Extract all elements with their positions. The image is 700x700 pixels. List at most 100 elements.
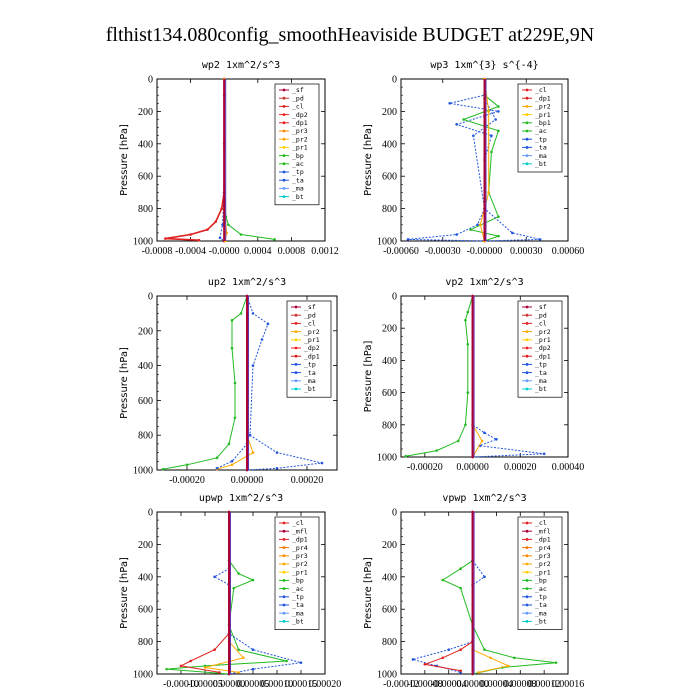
panel-title: vpwp 1xm^2/s^3 [442, 493, 526, 504]
data-point [497, 110, 500, 113]
x-tick-label: -0.00010 [163, 679, 199, 690]
legend-marker [525, 554, 529, 558]
legend-entry: _bp1 [535, 119, 551, 127]
legend-marker [282, 187, 286, 190]
legend-marker [525, 154, 529, 158]
legend-entry: _pr2 [535, 560, 551, 568]
legend-marker [282, 195, 286, 199]
series-line-dp1 [405, 295, 474, 457]
legend-marker [282, 154, 286, 158]
legend: _cl_dp1_pr2_pr1_bp1_ac_tp_ta_ma_bt [517, 83, 563, 173]
x-tick-label: -0.0008 [142, 246, 173, 257]
legend-entry: _tp [535, 135, 547, 143]
y-axis-label: Pressure [hPa] [119, 124, 130, 196]
y-tick-label: 600 [138, 172, 153, 183]
data-point [495, 437, 498, 441]
legend-entry: _bp [292, 577, 304, 585]
x-tick-label: -0.00000 [467, 246, 503, 257]
data-point [239, 233, 243, 236]
y-tick-label: 200 [138, 326, 153, 337]
x-tick-label: 0.00020 [504, 462, 537, 473]
legend-marker [282, 162, 286, 166]
data-point [164, 237, 167, 240]
data-point [214, 220, 218, 223]
data-point [251, 578, 255, 582]
data-point [483, 648, 486, 651]
legend-entry: _bt [292, 618, 304, 626]
legend-marker [282, 521, 286, 525]
y-tick-label: 800 [138, 431, 153, 442]
legend-marker [525, 587, 529, 590]
y-tick-label: 1000 [377, 453, 397, 464]
x-tick-label: 0.00030 [510, 246, 543, 257]
x-tick-label: -0.0004 [175, 246, 206, 257]
legend-entry: _pd [292, 94, 304, 102]
legend-marker [282, 579, 286, 582]
legend-entry: _tp [292, 593, 304, 601]
x-tick-label: 0.0004 [244, 246, 272, 257]
data-point [462, 118, 465, 121]
data-point [554, 661, 558, 664]
legend-entry: _pr1 [292, 144, 308, 152]
legend-entry: _ta [535, 601, 547, 609]
legend-marker [525, 620, 529, 623]
y-tick-label: 200 [138, 107, 153, 118]
legend-entry: _tp [292, 168, 304, 176]
x-tick-label: 0.00000 [213, 679, 246, 690]
data-point [494, 118, 497, 121]
legend-entry: _dp2 [304, 344, 320, 352]
x-tick-label: -0.00060 [383, 246, 419, 257]
panel-title: upwp 1xm^2/s^3 [199, 493, 283, 504]
legend-marker [525, 579, 529, 582]
data-point [165, 667, 168, 671]
legend-marker [525, 313, 529, 317]
data-point [230, 463, 234, 467]
data-point [237, 572, 240, 575]
legend-entry: _ta [292, 176, 304, 184]
y-tick-label: 200 [382, 324, 397, 335]
legend-entry: _cl [304, 320, 316, 328]
data-point [220, 207, 223, 210]
legend-entry: _bt [535, 160, 547, 168]
legend-entry: _pr2 [535, 103, 551, 111]
legend-marker [525, 562, 529, 566]
y-axis-label: Pressure [hPa] [363, 557, 374, 629]
legend-marker [525, 354, 529, 358]
y-tick-label: 1000 [133, 670, 153, 681]
y-tick-label: 0 [392, 508, 397, 519]
data-point [489, 656, 492, 660]
y-tick-label: 0 [392, 75, 397, 86]
legend-marker [282, 113, 286, 116]
data-point [233, 381, 237, 385]
legend-marker [525, 88, 529, 92]
series-line-dp1 [422, 512, 474, 672]
legend-marker [525, 529, 529, 533]
legend-entry: _dp1 [292, 536, 308, 544]
data-point [455, 233, 458, 236]
panel-title: wp2 1xm^2/s^3 [202, 60, 280, 71]
x-tick-label: 0.00016 [552, 679, 585, 690]
y-tick-label: 600 [138, 605, 153, 616]
data-point [455, 123, 458, 126]
legend-entry: _bt [535, 618, 547, 626]
legend-marker [294, 354, 298, 358]
legend-entry: _ac [292, 585, 304, 593]
legend-marker [282, 146, 286, 149]
data-point [213, 575, 216, 579]
data-point [466, 391, 470, 394]
legend-marker [282, 554, 286, 558]
data-point [251, 451, 255, 454]
legend-marker [294, 322, 298, 325]
legend-marker [525, 371, 529, 374]
legend-entry: _dp1 [535, 536, 551, 544]
data-point [423, 662, 427, 666]
y-tick-label: 800 [382, 420, 397, 431]
y-tick-label: 400 [138, 361, 153, 372]
data-point [189, 233, 192, 236]
x-tick-label: 0.00004 [480, 679, 513, 690]
data-point [275, 451, 279, 454]
x-tick-label: 0.00040 [552, 462, 585, 473]
legend-marker [282, 170, 286, 174]
legend-entry: _pr2 [292, 135, 308, 143]
legend-entry: _bt [292, 193, 304, 201]
